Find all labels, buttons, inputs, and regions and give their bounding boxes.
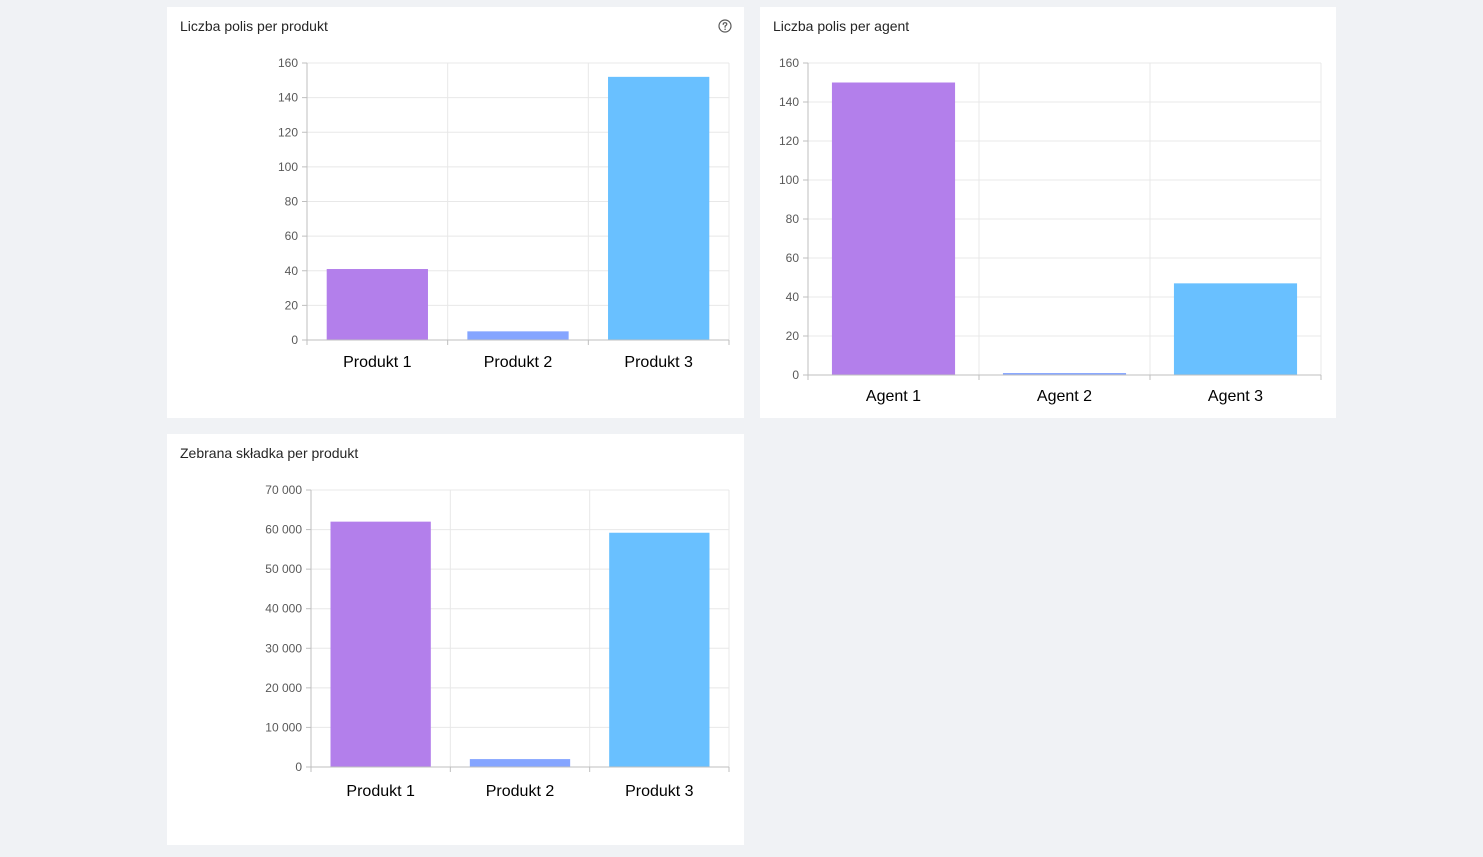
y-tick-label: 20 [786, 329, 800, 343]
y-tick-label: 20 000 [265, 681, 302, 695]
chart-card-policies-per-product: Liczba polis per produkt 0 20 40 60 80 100 120… [167, 7, 744, 418]
bar-3[interactable] [609, 532, 710, 767]
x-tick-label: Produkt 1 [346, 783, 415, 800]
x-tick-label: Agent 1 [866, 388, 921, 405]
y-tick-label: 60 [285, 229, 299, 243]
y-tick-label: 0 [295, 760, 302, 774]
x-tick-label: Agent 2 [1037, 388, 1092, 405]
y-tick-label: 140 [779, 95, 799, 109]
chart-card-policies-per-agent: Liczba polis per agent 0 20 40 60 80 100 120 14… [760, 7, 1336, 418]
y-tick-label: 80 [786, 212, 800, 226]
y-tick-label: 30 000 [265, 641, 302, 655]
chart-card-premium-per-product: Zebrana składka per produkt 0 10 000 20 00… [167, 434, 744, 845]
y-tick-label: 60 000 [265, 523, 302, 537]
bar-chart-premium-per-product: 0 10 000 20 000 30 000 40 000 50 000 60 000 70 … [265, 483, 730, 800]
x-tick-label: Produkt 3 [625, 783, 694, 800]
x-tick-label: Produkt 1 [343, 354, 412, 371]
y-tick-label: 10 000 [265, 720, 302, 734]
y-tick-label: 20 [285, 298, 299, 312]
question-circle-icon[interactable] [718, 19, 732, 33]
bar-2[interactable] [469, 759, 571, 767]
y-tick-label: 40 [786, 290, 800, 304]
y-tick-label: 120 [779, 134, 799, 148]
y-tick-label: 160 [278, 56, 298, 70]
y-tick-label: 50 000 [265, 562, 302, 576]
card-title: Zebrana składka per produkt [180, 445, 359, 461]
bar-2[interactable] [1002, 373, 1127, 375]
y-tick-label: 40 000 [265, 602, 302, 616]
x-tick-label: Agent 3 [1208, 388, 1263, 405]
x-tick-label: Produkt 2 [486, 783, 555, 800]
card-title: Liczba polis per produkt [180, 18, 328, 34]
y-tick-label: 100 [278, 160, 298, 174]
bar-3[interactable] [1173, 283, 1298, 375]
y-tick-label: 160 [779, 56, 799, 70]
bar-3[interactable] [608, 76, 710, 340]
bar-chart-policies-per-product: 0 20 40 60 80 100 120 140 160 Produkt 1 Produkt 2 P… [278, 56, 730, 371]
y-tick-label: 60 [786, 251, 800, 265]
x-tick-label: Produkt 3 [624, 354, 693, 371]
bar-1[interactable] [326, 269, 428, 340]
bar-2[interactable] [467, 331, 569, 340]
bar-1[interactable] [831, 82, 956, 376]
y-tick-label: 80 [285, 195, 299, 209]
y-tick-label: 100 [779, 173, 799, 187]
y-tick-label: 140 [278, 91, 298, 105]
bar-chart-policies-per-agent: 0 20 40 60 80 100 120 140 160 Agent 1 Agent 2 Agent… [779, 56, 1322, 405]
y-tick-label: 0 [792, 368, 799, 382]
bar-1[interactable] [330, 521, 431, 767]
y-tick-label: 40 [285, 264, 299, 278]
card-title: Liczba polis per agent [773, 18, 910, 34]
y-tick-label: 120 [278, 125, 298, 139]
x-tick-label: Produkt 2 [484, 354, 553, 371]
y-tick-label: 70 000 [265, 483, 302, 497]
y-tick-label: 0 [291, 333, 298, 347]
